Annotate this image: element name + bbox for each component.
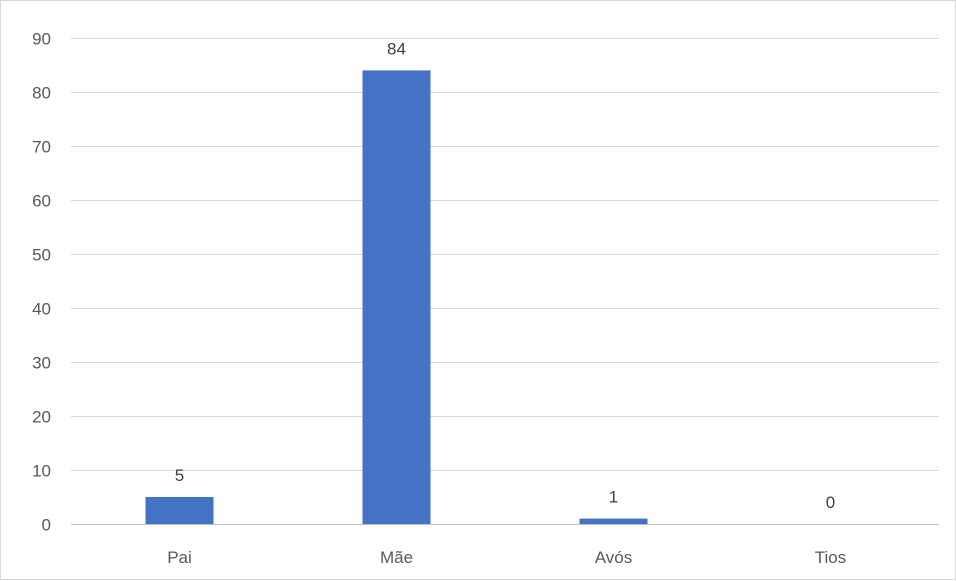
- y-axis-tick-labels: 0 10 20 30 40 50 60 70 80 90: [32, 30, 51, 535]
- x-tick-label-tios: Tios: [815, 548, 847, 567]
- y-tick-label-20: 20: [32, 408, 51, 427]
- y-tick-label-10: 10: [32, 462, 51, 481]
- gridlines: [71, 38, 939, 471]
- y-tick-label-50: 50: [32, 246, 51, 265]
- data-label-mãe: 84: [387, 39, 406, 58]
- y-tick-label-70: 70: [32, 138, 51, 157]
- bars: [145, 70, 648, 525]
- x-axis-tick-labels: Pai Mãe Avós Tios: [167, 548, 846, 567]
- y-tick-label-90: 90: [32, 30, 51, 49]
- data-label-pai: 5: [175, 466, 184, 485]
- y-tick-label-0: 0: [42, 516, 51, 535]
- y-tick-label-80: 80: [32, 84, 51, 103]
- y-tick-label-30: 30: [32, 354, 51, 373]
- bar-avós: [579, 518, 648, 524]
- y-tick-label-60: 60: [32, 192, 51, 211]
- x-tick-label-mãe: Mãe: [380, 548, 413, 567]
- bar-pai: [145, 497, 214, 524]
- data-labels: 5 84 1 0: [175, 39, 835, 512]
- bar-mãe: [362, 70, 431, 525]
- x-tick-label-avós: Avós: [595, 548, 633, 567]
- y-tick-label-40: 40: [32, 300, 51, 319]
- data-label-tios: 0: [826, 493, 835, 512]
- x-tick-label-pai: Pai: [167, 548, 192, 567]
- data-label-avós: 1: [609, 488, 618, 507]
